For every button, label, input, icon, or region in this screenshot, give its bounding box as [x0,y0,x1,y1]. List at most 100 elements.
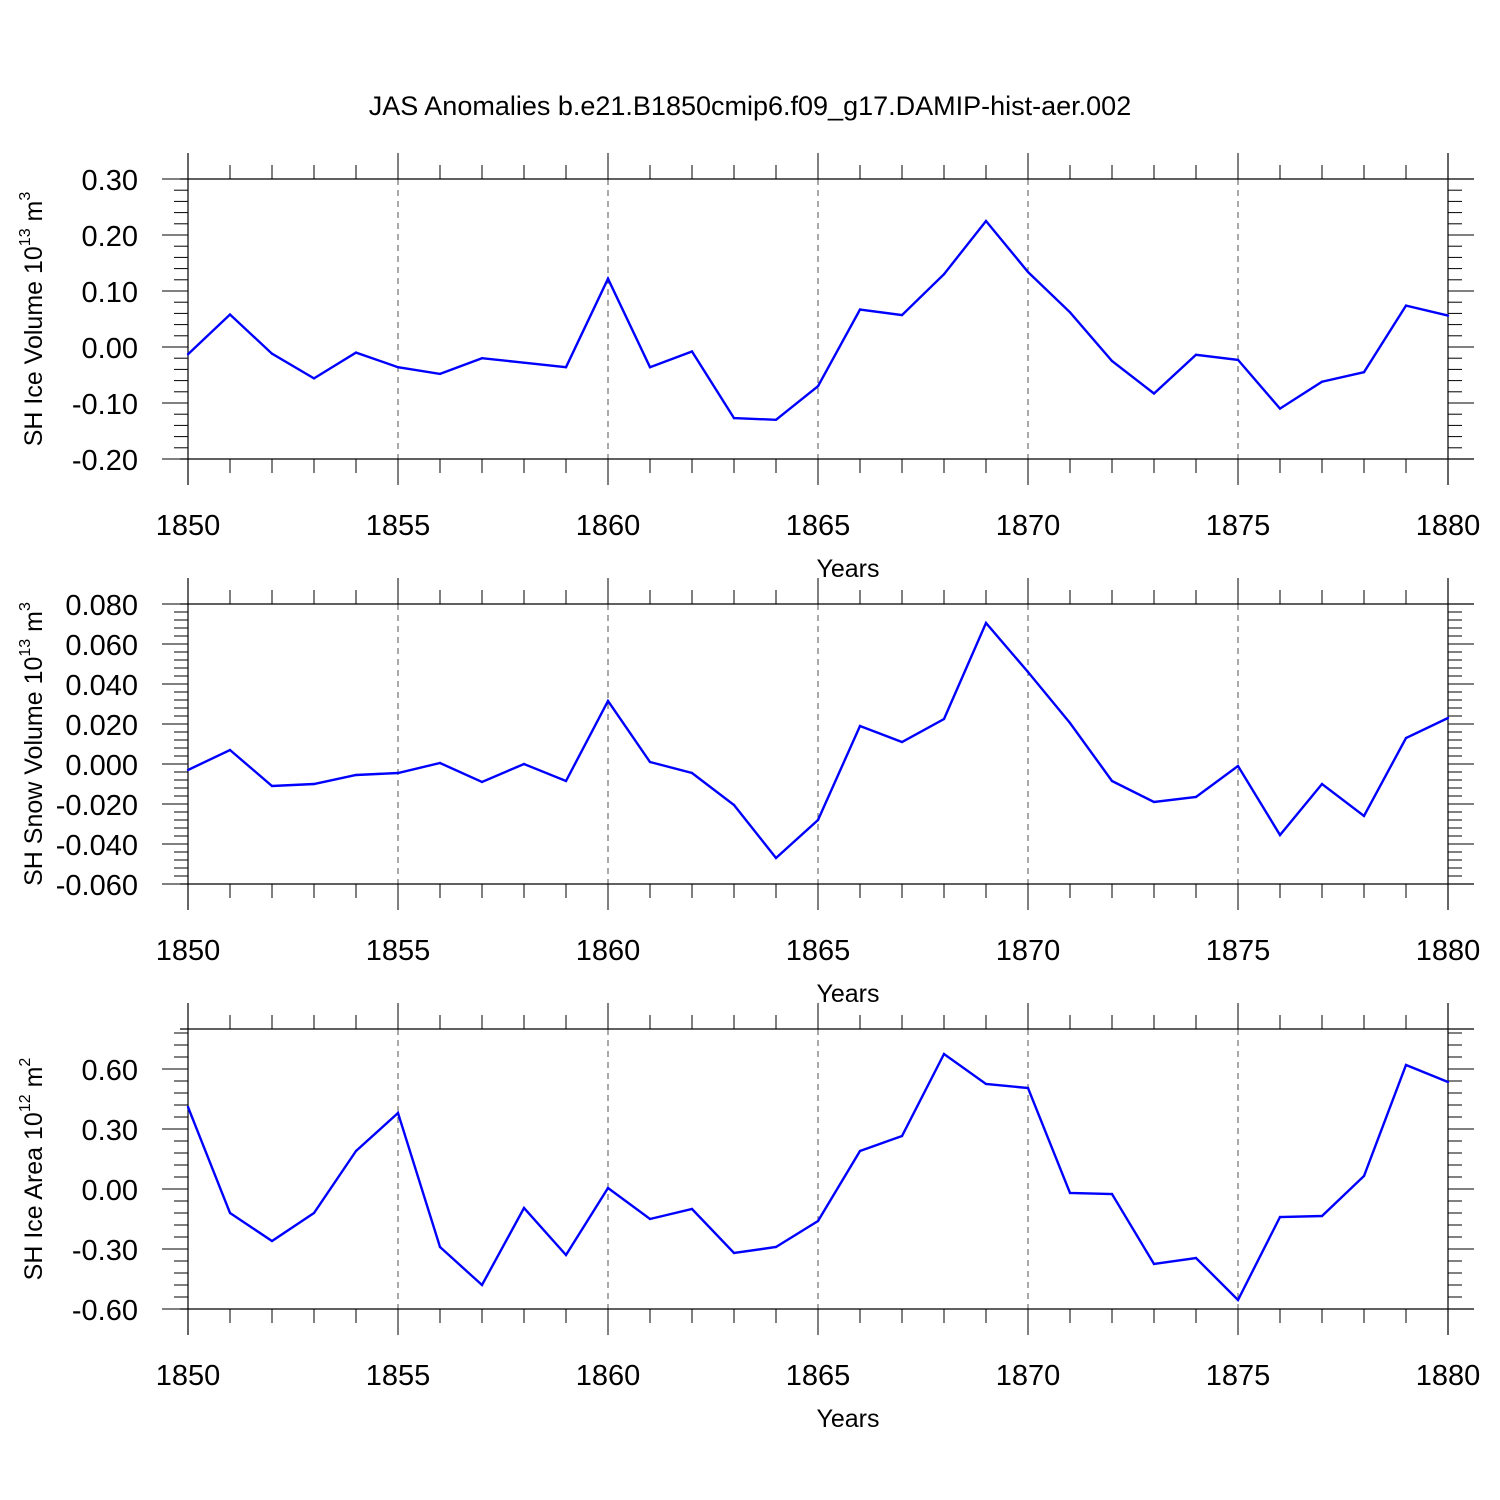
ice-area-y-tick-label: 0.30 [82,1115,138,1147]
snow-volume-data-point [1362,814,1366,818]
ice-area-data-point [312,1211,316,1215]
snow-volume-x-axis-label: Years [816,980,879,1008]
snow-volume-frame [162,578,1474,910]
snow-volume-data-point [312,782,316,786]
y-axis-label-text: SH Ice Volume 10 [20,246,48,446]
ice-area-x-tick-label: 1880 [1416,1360,1481,1392]
ice-area-data-point [900,1134,904,1138]
ice-volume-data-point [564,365,568,369]
ice-area-data-point [522,1206,526,1210]
snow-volume-x-tick-label: 1870 [996,935,1061,967]
snow-volume-data-point [186,768,190,772]
snow-volume-data-point [438,761,442,765]
ice-area-data-point [1278,1215,1282,1219]
snow-volume-y-tick-label: 0.060 [65,630,138,662]
ice-area-data-point [1068,1191,1072,1195]
snow-volume-data-point [354,773,358,777]
ice-area-data-point [354,1149,358,1153]
ice-volume-data-point [984,219,988,223]
ice-volume-data-point [438,372,442,376]
ice-area-data-point [648,1217,652,1221]
snow-volume-x-tick-label: 1855 [366,935,431,967]
ice-volume-data-point [606,277,610,280]
ice-volume-data-point [354,351,358,354]
snow-volume-y-tick-label: 0.040 [65,670,138,702]
y-axis-label-unit-exponent: 2 [17,1058,34,1067]
snow-volume-data-point [858,724,862,728]
ice-area-data-point [774,1245,778,1249]
snow-volume-x-tick-label: 1880 [1416,935,1481,967]
snow-volume-data-point [1278,833,1282,837]
chart-panels: 1850 1855 1860 1865 1870 1875 1880 -0.20 -0.10 0.… [17,153,1480,1433]
snow-volume-data-point [816,818,820,822]
ice-volume-data-point [690,350,694,353]
ice-area-y-tick-label: 0.00 [82,1175,138,1207]
snow-volume-y-tick-label: -0.020 [56,790,138,822]
snow-volume-data-point [1404,736,1408,740]
ice-volume-x-tick-label: 1855 [366,510,431,542]
ice-area-data-point [1446,1080,1450,1084]
ice-area-data-point [732,1251,736,1255]
ice-volume-data-point [186,353,190,356]
ice-area-data-point [564,1253,568,1257]
ice-volume-data-point [816,385,820,388]
ice-area-data-point [1236,1298,1240,1302]
snow-volume-data-point [1236,764,1240,768]
ice-area-data-point [228,1211,232,1215]
ice-volume-data-point [900,313,904,317]
ice-area-data-point [396,1111,400,1115]
ice-area-data-point [1026,1086,1030,1090]
ice-area-x-tick-label: 1860 [576,1360,641,1392]
ice-area-data-point [1362,1174,1366,1178]
ice-area-data-point [1194,1256,1198,1260]
y-axis-label-unit-exponent: 3 [17,192,34,201]
y-axis-label-unit: m [20,611,48,639]
ice-volume-y-tick-label: 0.20 [82,221,138,253]
ice-volume-data-point [1320,380,1324,383]
ice-area-data-point [438,1245,442,1249]
ice-volume-x-tick-label: 1860 [576,510,641,542]
ice-volume-data-point [1110,359,1114,363]
y-axis-label-exponent: 12 [17,1094,34,1112]
ice-area-data-point [816,1219,820,1223]
ice-volume-frame [162,153,1474,485]
snow-volume-data-point [1320,782,1324,786]
y-axis-label-text: SH Ice Area 10 [20,1112,48,1280]
snow-volume-y-tick-label: -0.040 [56,830,138,862]
y-axis-label-text: SH Snow Volume 10 [20,657,48,886]
ice-area-data-point [1404,1063,1408,1067]
ice-area-y-tick-label: 0.60 [82,1055,138,1087]
ice-volume-data-point [228,313,232,316]
figure-title: JAS Anomalies b.e21.B1850cmip6.f09_g17.D… [369,91,1131,121]
ice-area-data-point [984,1082,988,1086]
ice-volume-data-point [1026,270,1030,274]
ice-volume-x-tick-label: 1850 [156,510,221,542]
ice-area-y-axis-label: SH Ice Area 1012 m2 [17,1058,48,1281]
ice-area-x-tick-label: 1865 [786,1360,851,1392]
snow-volume-y-tick-label: 0.020 [65,710,138,742]
ice-volume-x-tick-label: 1875 [1206,510,1271,542]
ice-volume-data-point [942,273,946,276]
snow-volume-data-point [774,856,778,860]
ice-volume-data-point [732,416,736,420]
ice-volume-panel: 1850 1855 1860 1865 1870 1875 1880 -0.20 -0.10 0.… [17,153,1480,583]
ice-area-y-tick-label: -0.60 [72,1295,138,1327]
ice-area-x-tick-label: 1875 [1206,1360,1271,1392]
ice-volume-y-tick-label: -0.10 [72,389,138,421]
snow-volume-data-point [900,740,904,744]
ice-volume-data-point [1446,314,1450,317]
snow-volume-data-point [1110,779,1114,783]
snow-volume-x-tick-label: 1860 [576,935,641,967]
snow-volume-y-tick-label: 0.000 [65,750,138,782]
ice-area-data-point [606,1186,610,1190]
ice-area-x-tick-label: 1855 [366,1360,431,1392]
ice-area-x-tick-label: 1850 [156,1360,221,1392]
snow-volume-data-point [1026,670,1030,674]
snow-volume-y-tick-label: -0.060 [56,870,138,902]
ice-volume-data-point [1194,353,1198,357]
ice-volume-data-point [648,365,652,369]
ice-volume-x-tick-label: 1870 [996,510,1061,542]
ice-volume-data-point [312,377,316,380]
snow-volume-data-point [396,771,400,775]
